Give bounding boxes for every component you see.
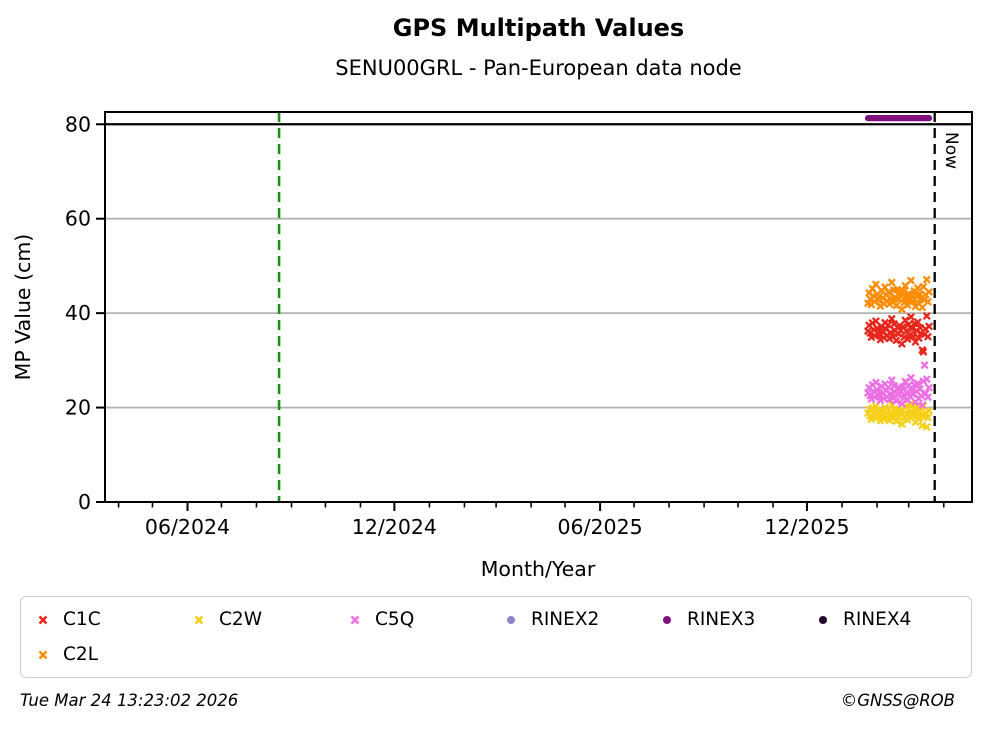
plot-timestamp: Tue Mar 24 13:23:02 2026 bbox=[20, 691, 239, 710]
legend: C1C C2W C5Q RINEX2 RINEX3 RINEX4 C2L bbox=[20, 596, 972, 678]
series-layer bbox=[863, 115, 934, 431]
x-marker-icon bbox=[350, 615, 360, 624]
legend-label: RINEX2 bbox=[531, 609, 600, 630]
legend-label: C2W bbox=[219, 609, 262, 630]
series-RINEX3 bbox=[864, 115, 933, 122]
legend-item-c1c: C1C bbox=[35, 609, 191, 630]
series-C2W bbox=[863, 399, 934, 431]
axes-layer: 06/2024 12/2024 06/2025 12/2025 0 20 40 60 80 bbox=[65, 112, 945, 539]
x-marker-icon bbox=[194, 615, 204, 624]
legend-item-c5q: C5Q bbox=[347, 609, 503, 630]
y-tick-label: 20 bbox=[65, 396, 91, 420]
legend-label: C5Q bbox=[375, 609, 415, 630]
x-tick-label: 06/2024 bbox=[145, 515, 230, 539]
y-tick-label: 40 bbox=[65, 301, 91, 325]
x-marker-icon bbox=[38, 650, 48, 659]
y-tick-label: 0 bbox=[78, 490, 91, 514]
legend-item-rinex3: RINEX3 bbox=[659, 609, 815, 630]
dot-marker-icon bbox=[507, 615, 515, 624]
y-tick-label: 60 bbox=[65, 207, 91, 231]
copyright-label: ©GNSS@ROB bbox=[840, 691, 955, 710]
x-marker-icon bbox=[38, 615, 48, 624]
series-C1C bbox=[863, 311, 934, 356]
y-axis-label: MP Value (cm) bbox=[11, 234, 35, 381]
legend-label: RINEX4 bbox=[843, 609, 912, 630]
legend-item-c2w: C2W bbox=[191, 609, 347, 630]
legend-label: C2L bbox=[63, 644, 98, 665]
page-title: GPS Multipath Values bbox=[392, 14, 685, 42]
dot-marker-icon bbox=[819, 615, 827, 624]
legend-label: C1C bbox=[63, 609, 101, 630]
plot-frame bbox=[104, 111, 973, 503]
x-tick-label: 06/2025 bbox=[558, 515, 643, 539]
legend-item-c2l: C2L bbox=[35, 644, 191, 665]
x-tick-label: 12/2024 bbox=[352, 515, 437, 539]
y-tick-label: 80 bbox=[65, 112, 91, 136]
annotations-layer bbox=[105, 112, 972, 502]
series-C5Q bbox=[863, 361, 934, 410]
x-tick-label: 12/2025 bbox=[764, 515, 849, 539]
x-axis-label: Month/Year bbox=[481, 557, 596, 581]
page-subtitle: SENU00GRL - Pan-European data node bbox=[335, 56, 742, 80]
legend-label: RINEX3 bbox=[687, 609, 756, 630]
series-C2L bbox=[863, 275, 934, 314]
dot-marker-icon bbox=[663, 615, 671, 624]
legend-item-rinex4: RINEX4 bbox=[815, 609, 971, 630]
chart-canvas: 06/2024 12/2024 06/2025 12/2025 0 20 40 60 80 Mo… bbox=[11, 111, 973, 581]
legend-item-rinex2: RINEX2 bbox=[503, 609, 659, 630]
now-line-label: Now bbox=[941, 132, 961, 169]
gridlines-layer bbox=[105, 217, 972, 409]
